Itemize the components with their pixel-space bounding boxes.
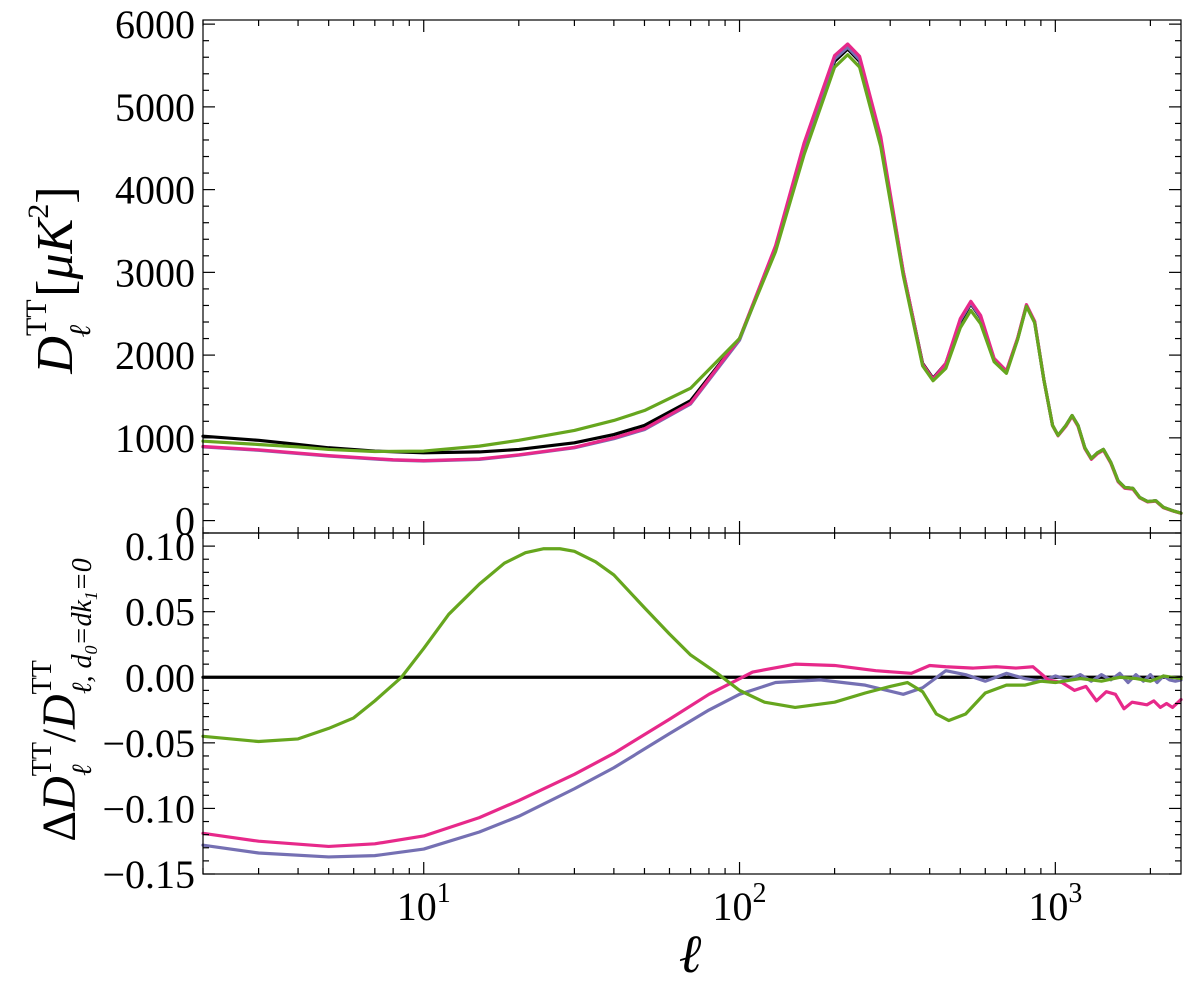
top-series-line-3	[201, 53, 1183, 515]
top-y-tick-label: 2000	[115, 333, 195, 378]
top-series-line-1	[201, 45, 1183, 515]
top-y-tick-label: 0	[175, 499, 195, 544]
top-series-line-2	[201, 42, 1183, 515]
top-y-tick-label: 3000	[115, 250, 195, 295]
bottom-y-tick-label: 0.10	[125, 524, 195, 569]
top-y-tick-label: 6000	[115, 2, 195, 47]
bottom-series-line-1	[201, 669, 1183, 859]
bottom-y-tick-label: 0.00	[125, 655, 195, 700]
top-y-tick-label: 5000	[115, 85, 195, 130]
top-series-line-0	[201, 47, 1183, 515]
top-y-tick-label: 1000	[115, 416, 195, 461]
top-panel: 0 1000 2000 3000 4000 5000 6000	[115, 2, 1183, 544]
x-axis-label: ℓ	[679, 924, 702, 984]
bottom-y-tick-label: −0.15	[102, 852, 195, 897]
bottom-y-tick-label: −0.10	[102, 786, 195, 831]
bottom-series-line-3	[201, 547, 1183, 744]
bottom-y-axis-label: ΔDTT ℓ/DTT ℓ, d0=dk1=0	[27, 558, 101, 842]
x-tick-label: 103	[1028, 878, 1082, 929]
top-y-tick-label: 4000	[115, 168, 195, 213]
bottom-panel: −0.15 −0.10 −0.05 0.00 0.05 0.10 101 102 103	[102, 524, 1183, 929]
x-tick-label: 101	[397, 878, 451, 929]
bottom-series-line-2	[201, 662, 1183, 849]
bottom-y-tick-label: 0.05	[125, 590, 195, 635]
bottom-y-tick-label: −0.05	[102, 721, 195, 766]
x-tick-label: 102	[713, 878, 767, 929]
top-y-axis-label: DTT ℓ[μK2]	[20, 186, 97, 374]
